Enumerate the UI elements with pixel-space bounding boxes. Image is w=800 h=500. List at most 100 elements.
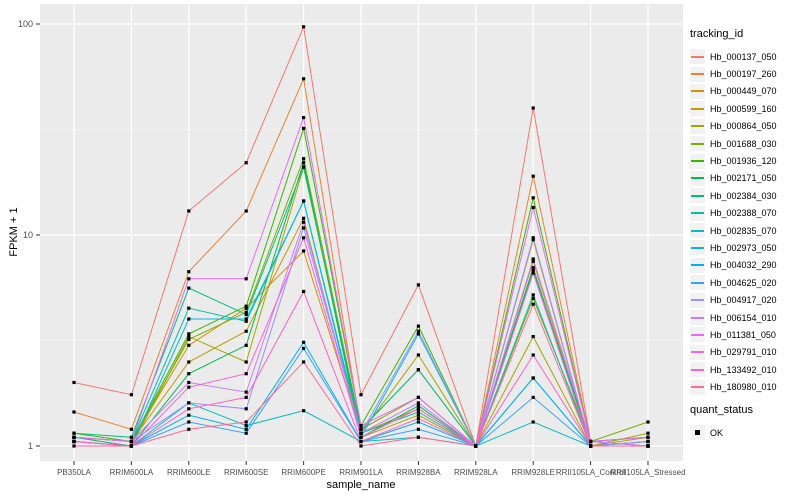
- legend-item-label: Hb_004625_020: [710, 277, 777, 288]
- data-point: [531, 293, 535, 297]
- data-point: [72, 431, 76, 435]
- x-tick-label: RRIM600LA: [110, 468, 154, 477]
- data-point: [531, 296, 535, 301]
- data-point: [187, 209, 191, 213]
- legend-item-label: Hb_000449_070: [710, 86, 777, 97]
- data-point: [589, 444, 593, 448]
- data-point: [531, 376, 535, 380]
- legend-item-Hb_000599_160: Hb_000599_160: [688, 100, 800, 117]
- line-swatch-icon: [690, 344, 705, 360]
- legend-item-label: Hb_029791_010: [710, 347, 777, 358]
- data-point: [244, 360, 248, 364]
- y-tick-labels: 1 10 100: [18, 19, 33, 451]
- legend-item-ok: OK: [688, 424, 800, 441]
- legend-item-Hb_002384_030: Hb_002384_030: [688, 187, 800, 204]
- line-swatch-icon: [690, 292, 705, 308]
- data-point: [302, 226, 306, 230]
- data-point: [244, 209, 248, 213]
- data-point: [244, 319, 248, 323]
- data-point: [531, 266, 535, 270]
- y-tick-label: 100: [18, 19, 33, 29]
- data-point: [416, 407, 420, 411]
- data-point: [646, 435, 650, 439]
- legend-item-label: Hb_002388_070: [710, 208, 777, 219]
- legend-item-label: Hb_000137_050: [710, 51, 777, 62]
- data-point: [187, 337, 191, 341]
- data-point: [416, 324, 420, 328]
- data-point: [531, 259, 535, 263]
- legend-item-Hb_001936_120: Hb_001936_120: [688, 152, 800, 169]
- data-point: [416, 404, 420, 408]
- data-point: [129, 427, 133, 431]
- data-point: [244, 310, 248, 314]
- data-point: [416, 368, 420, 372]
- data-point: [72, 410, 76, 414]
- data-point: [129, 435, 133, 439]
- data-point: [244, 420, 248, 424]
- x-tick-label: RRIM600PE: [281, 468, 325, 477]
- legend-item-Hb_004032_290: Hb_004032_290: [688, 257, 800, 274]
- legend-item-Hb_002171_050: Hb_002171_050: [688, 170, 800, 187]
- data-point: [646, 439, 650, 444]
- legend-title-quant-status: quant_status: [690, 403, 753, 416]
- data-point: [244, 372, 248, 376]
- data-point: [72, 444, 76, 448]
- legend-item-Hb_004917_020: Hb_004917_020: [688, 291, 800, 308]
- data-point: [416, 416, 420, 421]
- data-point: [302, 360, 306, 364]
- data-point: [359, 424, 363, 428]
- data-point: [302, 409, 306, 413]
- legend-title-tracking-id: tracking_id: [690, 28, 744, 40]
- legend-item-Hb_006154_010: Hb_006154_010: [688, 309, 800, 326]
- legend-item-label: Hb_000599_160: [710, 103, 777, 114]
- legend-item-label: Hb_002973_050: [710, 242, 777, 253]
- data-point: [187, 317, 191, 321]
- data-point: [302, 165, 306, 169]
- data-point: [129, 444, 133, 448]
- data-point: [244, 329, 248, 333]
- legend-item-Hb_133492_010: Hb_133492_010: [688, 361, 800, 378]
- data-point: [244, 312, 248, 317]
- data-point: [302, 199, 306, 203]
- x-tick-label: RRIM600LE: [167, 468, 211, 477]
- data-point: [302, 340, 306, 344]
- data-point: [589, 439, 593, 444]
- x-tick-labels: PB350LA RRIM600LA RRIM600LE RRIM600SE RRIM60…: [57, 468, 685, 477]
- data-point: [244, 431, 248, 435]
- data-point: [359, 444, 363, 448]
- data-point: [531, 271, 535, 275]
- legend-item-label: Hb_180980_010: [710, 382, 777, 393]
- data-point: [244, 306, 248, 310]
- data-point: [531, 174, 535, 178]
- ok-square-marker-icon: [690, 425, 705, 440]
- legend-item-Hb_002973_050: Hb_002973_050: [688, 239, 800, 256]
- x-tick-label: RRIM901LA: [339, 468, 383, 477]
- data-point: [244, 317, 248, 321]
- data-point: [187, 427, 191, 431]
- data-point: [531, 420, 535, 424]
- legend-item-label: Hb_002835_070: [710, 225, 777, 236]
- data-point: [187, 385, 191, 389]
- data-point: [416, 395, 420, 399]
- data-point: [187, 401, 191, 405]
- line-swatch-icon: [690, 310, 705, 326]
- legend-item-Hb_000449_070: Hb_000449_070: [688, 83, 800, 100]
- data-point: [416, 283, 420, 287]
- data-point: [474, 444, 478, 448]
- line-swatch-icon: [690, 223, 705, 239]
- line-swatch-icon: [690, 118, 705, 134]
- legend-item-label: Hb_006154_010: [710, 312, 777, 323]
- line-swatch-icon: [690, 49, 705, 65]
- x-tick-label: RRIM600SE: [224, 468, 268, 477]
- data-point: [244, 424, 248, 428]
- data-point: [302, 25, 306, 29]
- data-point: [531, 395, 535, 399]
- legend-item-Hb_000137_050: Hb_000137_050: [688, 48, 800, 65]
- axis-ticks: [36, 23, 649, 465]
- line-swatch-icon: [690, 379, 705, 395]
- line-swatch-icon: [690, 257, 705, 273]
- data-point: [302, 77, 306, 81]
- data-point: [531, 238, 535, 242]
- legend-item-Hb_029791_010: Hb_029791_010: [688, 344, 800, 361]
